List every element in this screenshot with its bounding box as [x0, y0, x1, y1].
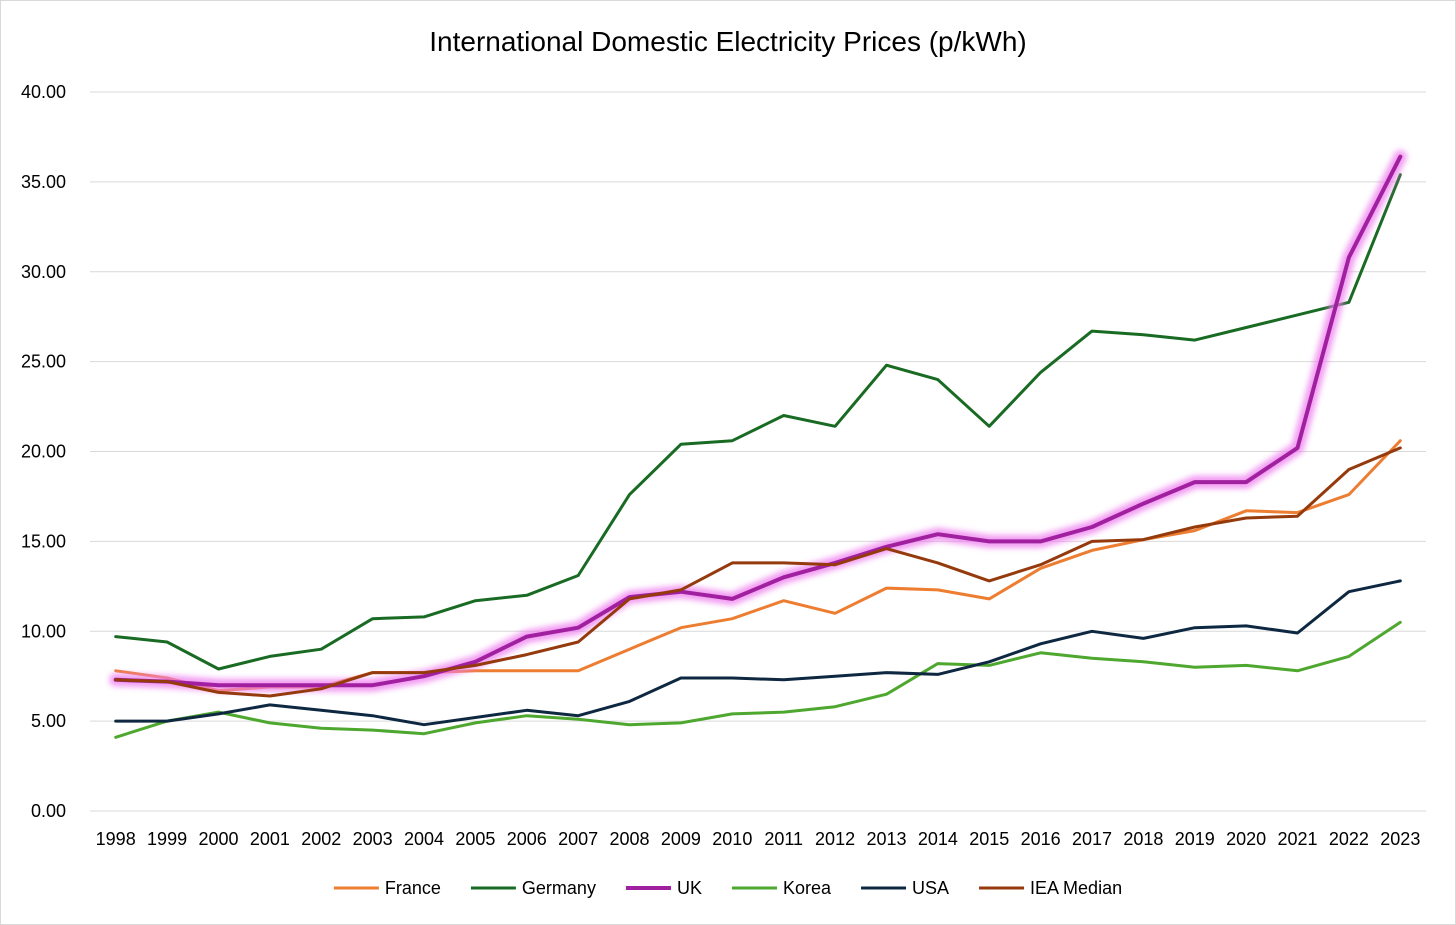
- x-tick-label: 2001: [250, 829, 290, 849]
- x-tick-label: 2000: [198, 829, 238, 849]
- y-tick-label: 25.00: [21, 352, 66, 372]
- legend-label: France: [385, 878, 441, 898]
- legend-item: USA: [861, 878, 949, 898]
- x-tick-label: 2011: [764, 829, 803, 849]
- legend-label: Germany: [522, 878, 596, 898]
- chart-title: International Domestic Electricity Price…: [429, 26, 1027, 57]
- x-tick-label: 2021: [1278, 829, 1318, 849]
- legend: France Germany UK Korea USA IEA Median: [333, 878, 1122, 898]
- y-tick-label: 15.00: [21, 531, 66, 551]
- series-line: [114, 620, 1402, 739]
- series-uk: [109, 150, 1407, 692]
- y-tick-label: 40.00: [21, 82, 66, 102]
- legend-item: France: [333, 878, 441, 898]
- series-glow: [109, 150, 1407, 692]
- x-tick-label: 2007: [558, 829, 598, 849]
- gridlines: [90, 91, 1426, 812]
- x-tick-label: 2018: [1123, 829, 1163, 849]
- x-axis-ticks: 1998 1999 2000 2001 2002 2003 2004 2005 2006 2007…: [96, 829, 1421, 849]
- series-line: [114, 446, 1402, 698]
- x-tick-label: 2013: [866, 829, 906, 849]
- legend-item: UK: [620, 878, 702, 898]
- series-usa: [114, 579, 1402, 727]
- x-tick-label: 2015: [969, 829, 1009, 849]
- x-tick-label: 2002: [301, 829, 341, 849]
- x-tick-label: 2016: [1021, 829, 1061, 849]
- x-tick-label: 2022: [1329, 829, 1369, 849]
- series-line: [114, 579, 1402, 727]
- legend-item: Korea: [731, 878, 832, 898]
- x-tick-label: 2006: [507, 829, 547, 849]
- y-tick-label: 5.00: [31, 711, 66, 731]
- series-korea: [114, 620, 1402, 739]
- x-tick-label: 2023: [1380, 829, 1420, 849]
- x-tick-label: 2019: [1175, 829, 1215, 849]
- series-germany: [114, 173, 1402, 671]
- x-tick-label: 2012: [815, 829, 855, 849]
- series-iea-median: [114, 446, 1402, 698]
- y-tick-label: 10.00: [21, 621, 66, 641]
- x-tick-label: 2010: [712, 829, 752, 849]
- legend-label: UK: [677, 878, 702, 898]
- y-tick-label: 35.00: [21, 172, 66, 192]
- x-tick-label: 1999: [147, 829, 187, 849]
- series-lines: [109, 150, 1407, 739]
- x-tick-label: 2017: [1072, 829, 1112, 849]
- y-tick-label: 20.00: [21, 442, 66, 462]
- series-line: [113, 154, 1403, 688]
- x-tick-label: 2004: [404, 829, 444, 849]
- series-line: [114, 173, 1402, 671]
- x-tick-label: 2008: [610, 829, 650, 849]
- legend-item: IEA Median: [979, 878, 1122, 898]
- legend-label: IEA Median: [1030, 878, 1122, 898]
- x-tick-label: 2020: [1226, 829, 1266, 849]
- legend-label: USA: [912, 878, 949, 898]
- x-tick-label: 2014: [918, 829, 958, 849]
- y-tick-label: 30.00: [21, 262, 66, 282]
- x-tick-label: 2003: [353, 829, 393, 849]
- legend-label: Korea: [783, 878, 832, 898]
- legend-item: Germany: [470, 878, 596, 898]
- x-tick-label: 2005: [455, 829, 495, 849]
- y-tick-label: 0.00: [31, 801, 66, 821]
- x-tick-label: 2009: [661, 829, 701, 849]
- x-tick-label: 1998: [96, 829, 136, 849]
- y-axis-ticks: 0.00 5.00 10.00 15.00 20.00 25.00 30.00 35.00 40…: [21, 82, 66, 821]
